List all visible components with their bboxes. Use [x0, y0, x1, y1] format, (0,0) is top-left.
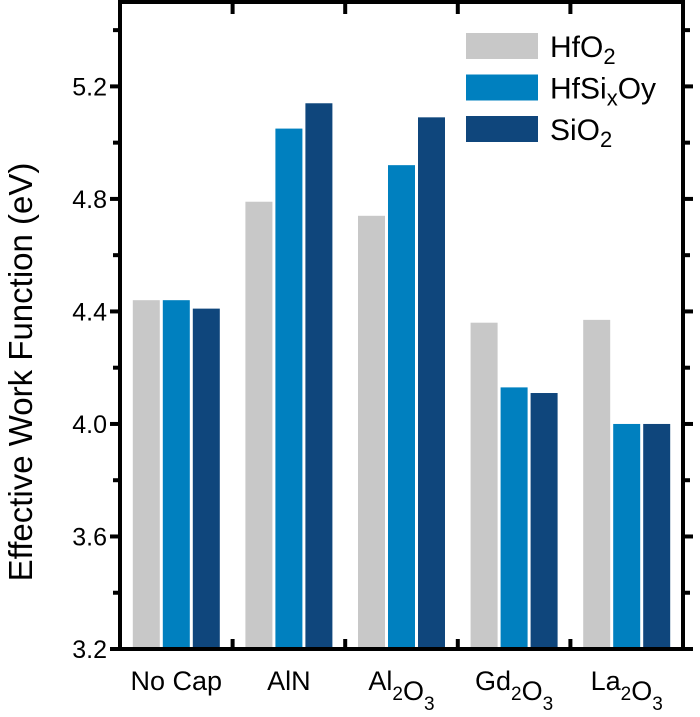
bar-HfSixOy-La2O3 — [613, 423, 641, 649]
legend-swatch-SiO2 — [466, 116, 538, 142]
y-tick-label: 4.8 — [72, 186, 107, 214]
legend-swatch-HfO2 — [466, 33, 538, 59]
y-axis-label: Effective Work Function (eV) — [2, 163, 39, 582]
bar-SiO2-Al2O3 — [418, 117, 445, 650]
bar-HfO2-La2O3 — [583, 319, 611, 649]
legend-label-HfSixOy: HfSixOy — [550, 73, 656, 111]
legend-label-HfO2: HfO2 — [550, 31, 616, 69]
bar-HfSixOy-Al2O3 — [388, 165, 415, 649]
legend-swatch-HfSixOy — [466, 74, 538, 101]
y-tick-label: 5.2 — [72, 73, 107, 101]
x-tick-label: AlN — [267, 666, 311, 696]
bar-SiO2-La2O3 — [643, 423, 671, 649]
y-tick-label: 4.4 — [72, 298, 107, 326]
bar-SiO2-No Cap — [192, 308, 220, 649]
x-tick-label: No Cap — [131, 666, 223, 696]
y-tick-label: 3.2 — [72, 636, 107, 664]
x-tick-label: Gd2O3 — [475, 666, 553, 712]
y-tick-label: 4.0 — [72, 411, 107, 439]
x-tick-label: Al2O3 — [368, 666, 434, 712]
bar-HfSixOy-Gd2O3 — [500, 387, 528, 649]
bar-HfO2-AlN — [245, 201, 273, 650]
y-tick-label: 3.6 — [72, 523, 107, 551]
x-tick-label: La2O3 — [591, 666, 663, 712]
plot-frame — [118, 0, 685, 651]
bar-HfO2-No Cap — [132, 300, 160, 649]
legend-label-SiO2: SiO2 — [550, 114, 612, 152]
bar-HfO2-Al2O3 — [358, 215, 385, 649]
bars-layer — [132, 103, 671, 650]
bar-SiO2-Gd2O3 — [530, 393, 558, 649]
bar-HfO2-Gd2O3 — [470, 322, 498, 649]
bar-HfSixOy-No Cap — [162, 300, 190, 649]
axes-layer: 3.2 3.6 4.0 4.4 4.8 5.2 No Cap AlN Al2O3 Gd2O3 La2… — [72, 0, 693, 715]
bar-HfSixOy-AlN — [275, 128, 303, 649]
bar-SiO2-AlN — [305, 103, 333, 650]
